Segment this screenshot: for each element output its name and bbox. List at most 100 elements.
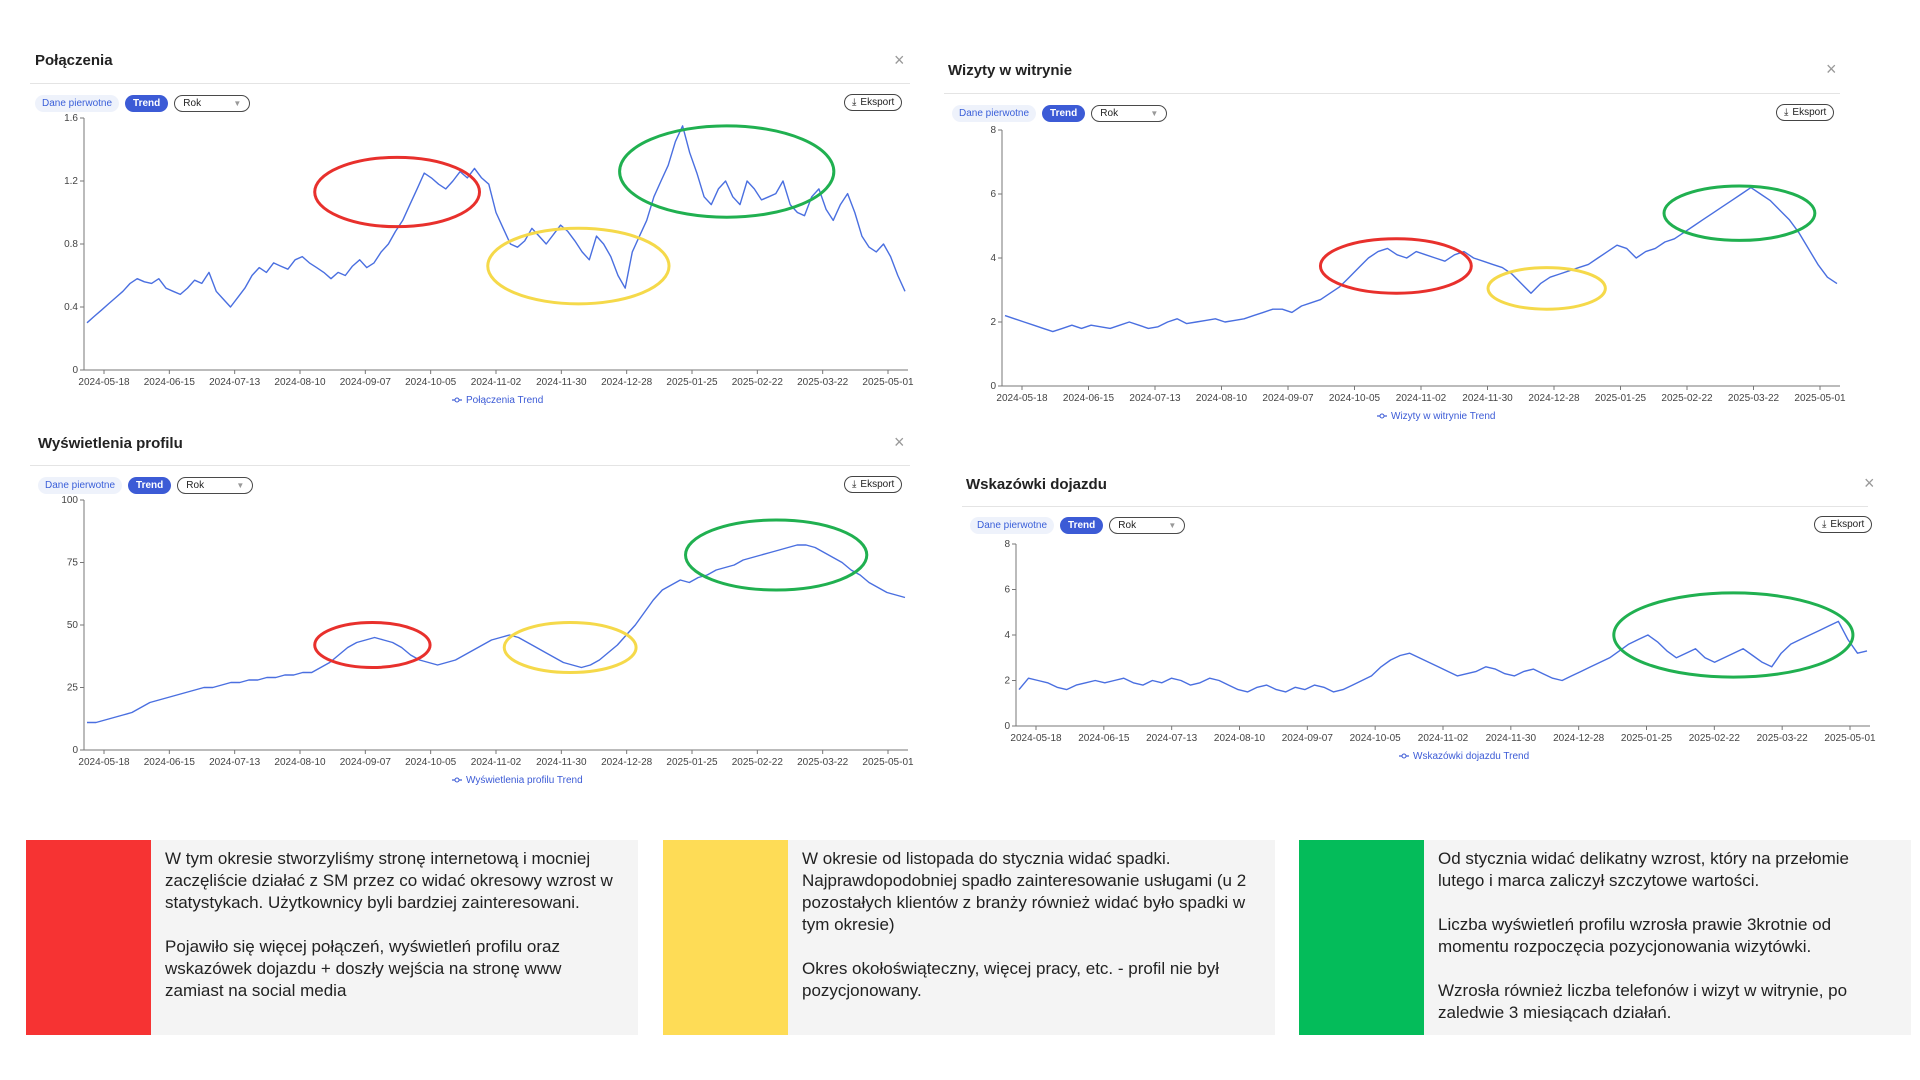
x-tick-label: 2024-11-30 <box>536 757 587 768</box>
divider <box>30 465 910 466</box>
period-value: Rok <box>1118 520 1137 531</box>
y-tick-label: 0 <box>990 381 996 392</box>
y-tick-label: 6 <box>990 189 996 200</box>
chevron-down-icon: ▼ <box>236 481 245 490</box>
legend-label: Wyświetlenia profilu Trend <box>466 775 583 786</box>
x-tick-label: 2024-12-28 <box>601 757 653 768</box>
y-tick-label: 2 <box>990 317 996 328</box>
x-tick-label: 2024-11-30 <box>536 377 587 388</box>
x-tick-label: 2025-02-22 <box>732 377 784 388</box>
trend-button[interactable]: Trend <box>1042 105 1086 122</box>
legend-label: Połączenia Trend <box>466 395 543 406</box>
trend-button[interactable]: Trend <box>1060 517 1104 534</box>
x-tick-label: 2025-03-22 <box>1728 393 1780 404</box>
close-icon[interactable]: × <box>894 50 905 70</box>
panel-title: Połączenia <box>35 52 113 69</box>
x-tick-label: 2024-11-30 <box>1486 733 1537 744</box>
x-tick-label: 2024-11-02 <box>471 377 522 388</box>
trend-button[interactable]: Trend <box>125 95 169 112</box>
period-select[interactable]: Rok ▼ <box>174 95 251 112</box>
color-swatch-green <box>1299 840 1424 1035</box>
period-select[interactable]: Rok ▼ <box>1109 517 1186 534</box>
x-tick-label: 2024-11-02 <box>1396 393 1447 404</box>
raw-data-button[interactable]: Dane pierwotne <box>970 517 1055 534</box>
cloud-download-icon: ⤓ <box>852 97 857 108</box>
legend-marker-dot <box>1401 753 1407 759</box>
x-tick-label: 2024-06-15 <box>144 757 196 768</box>
x-tick-label: 2024-08-10 <box>1196 393 1248 404</box>
panel-title: Wskazówki dojazdu <box>966 476 1107 493</box>
x-tick-label: 2024-10-05 <box>405 757 457 768</box>
x-tick-label: 2024-06-15 <box>1063 393 1115 404</box>
period-value: Rok <box>186 480 205 491</box>
panel-title: Wizyty w witrynie <box>948 62 1073 79</box>
x-tick-label: 2024-09-07 <box>1262 393 1314 404</box>
annotation-circle <box>1318 237 1473 295</box>
x-tick-label: 2024-05-18 <box>1010 733 1062 744</box>
y-tick-label: 1.2 <box>64 176 78 187</box>
raw-data-button[interactable]: Dane pierwotne <box>952 105 1037 122</box>
export-label: Eksport <box>1792 107 1827 118</box>
chart-wizyty: 0 2 4 6 8 2024-05-18 2024-06-15 2024-07-13 2024-… <box>990 125 1846 422</box>
x-tick-label: 2025-05-01 <box>1824 733 1876 744</box>
series-line <box>1018 620 1868 693</box>
annotation-circle <box>684 518 869 592</box>
x-tick-label: 2024-08-10 <box>274 377 326 388</box>
annotation-circle <box>1486 266 1607 311</box>
x-tick-label: 2024-12-28 <box>1553 733 1605 744</box>
x-tick-label: 2024-12-28 <box>601 377 653 388</box>
y-tick-label: 50 <box>67 620 79 631</box>
note-text: W okresie od listopada do stycznia widać… <box>802 849 1247 1000</box>
y-tick-label: 0.4 <box>64 302 78 313</box>
x-tick-label: 2025-03-22 <box>797 377 849 388</box>
x-tick-label: 2025-01-25 <box>666 757 718 768</box>
x-tick-label: 2025-05-01 <box>1794 393 1846 404</box>
export-button[interactable]: ⤓ Eksport <box>844 94 903 111</box>
raw-data-button[interactable]: Dane pierwotne <box>38 477 123 494</box>
x-tick-label: 2025-01-25 <box>1595 393 1647 404</box>
note-text: W tym okresie stworzyliśmy stronę intern… <box>165 849 613 1000</box>
panel-wizyty: Wizyty w witrynie × Dane pierwotne Trend… <box>940 50 1850 430</box>
x-tick-label: 2024-07-13 <box>1129 393 1181 404</box>
note-yellow: W okresie od listopada do stycznia widać… <box>663 840 1275 1035</box>
legend-marker-dot <box>454 397 460 403</box>
annotation-circle <box>313 621 432 669</box>
chart-wyswietlenia: 0 25 50 75 100 2024-05-18 2024-06-15 2024-07-13… <box>61 495 914 786</box>
close-icon[interactable]: × <box>1864 473 1875 493</box>
export-button[interactable]: ⤓ Eksport <box>1776 104 1835 121</box>
x-tick-label: 2024-12-28 <box>1528 393 1580 404</box>
x-tick-label: 2024-07-13 <box>209 377 261 388</box>
legend-marker-dot <box>454 777 460 783</box>
close-icon[interactable]: × <box>894 432 905 452</box>
raw-data-button[interactable]: Dane pierwotne <box>35 95 120 112</box>
export-label: Eksport <box>1830 519 1865 530</box>
period-select[interactable]: Rok ▼ <box>1091 105 1168 122</box>
export-button[interactable]: ⤓ Eksport <box>844 476 903 493</box>
x-tick-label: 2024-08-10 <box>274 757 326 768</box>
x-tick-label: 2025-02-22 <box>732 757 784 768</box>
export-button[interactable]: ⤓ Eksport <box>1814 516 1873 533</box>
trend-button[interactable]: Trend <box>128 477 172 494</box>
note-text: Od stycznia widać delikatny wzrost, któr… <box>1438 849 1849 1022</box>
series-line <box>1004 186 1838 333</box>
legend-marker-dot <box>1379 413 1385 419</box>
panel-title: Wyświetlenia profilu <box>38 435 183 452</box>
x-tick-label: 2024-11-02 <box>1418 733 1469 744</box>
note-red: W tym okresie stworzyliśmy stronę intern… <box>26 840 638 1035</box>
divider <box>30 83 910 84</box>
annotation-circle <box>502 621 638 674</box>
panel-wskazowki: Wskazówki dojazdu × Dane pierwotne Trend… <box>958 468 1878 778</box>
y-tick-label: 0 <box>72 745 78 756</box>
export-label: Eksport <box>860 479 895 490</box>
period-value: Rok <box>183 98 202 109</box>
close-icon[interactable]: × <box>1826 59 1837 79</box>
x-tick-label: 2024-11-02 <box>471 757 522 768</box>
chevron-down-icon: ▼ <box>233 99 242 108</box>
y-tick-label: 25 <box>67 683 79 694</box>
panel-polaczenia: Połączenia × Dane pierwotne Trend Rok ▼ ⤓… <box>26 40 920 420</box>
x-tick-label: 2025-01-25 <box>1621 733 1673 744</box>
period-select[interactable]: Rok ▼ <box>177 477 254 494</box>
y-tick-label: 4 <box>990 253 996 264</box>
legend-label: Wizyty w witrynie Trend <box>1391 411 1495 422</box>
x-tick-label: 2024-05-18 <box>996 393 1048 404</box>
